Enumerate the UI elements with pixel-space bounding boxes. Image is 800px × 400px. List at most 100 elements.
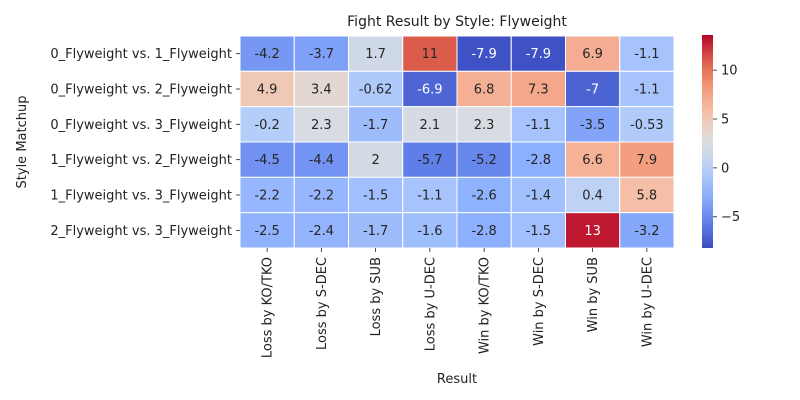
heatmap-cell [456, 212, 512, 249]
cell-label: 2.1 [420, 118, 441, 133]
cell-label: -2.8 [471, 224, 496, 239]
cell-label: 5.8 [637, 189, 658, 204]
x-tick-label: Loss by KO/TKO [261, 257, 276, 358]
heatmap-cell [510, 70, 566, 108]
cell-label: -1.6 [417, 224, 442, 239]
cell-label: -3.7 [309, 47, 334, 62]
cell-label: -0.62 [359, 83, 393, 98]
heatmap-cell [348, 212, 404, 249]
heatmap-cell [565, 212, 621, 249]
cell-label: 6.8 [474, 83, 495, 98]
heatmap-cell [402, 176, 458, 214]
colorbar: −5 0 5 10 [702, 35, 740, 248]
cell-label: -2.2 [254, 189, 279, 204]
heatmap-cell [619, 70, 675, 108]
heatmap-cell [456, 141, 512, 178]
heatmap-cell [402, 70, 458, 108]
heatmap-cell [619, 176, 675, 214]
heatmap-cell [619, 212, 675, 249]
heatmap-cell [456, 106, 512, 143]
cell-label: -1.1 [526, 118, 551, 133]
x-tick-label: Loss by SUB [369, 257, 384, 336]
cell-label: 6.9 [582, 47, 603, 62]
x-tick-label: Win by SUB [586, 257, 601, 332]
cell-label: -1.1 [417, 189, 442, 204]
heatmap-cell [348, 141, 404, 178]
cell-label: -0.53 [630, 118, 664, 133]
colorbar-tick-label: 0 [721, 161, 729, 176]
y-tick-label: 0_Flyweight vs. 3_Flyweight [50, 118, 232, 133]
cell-label: 3.4 [311, 83, 332, 98]
cell-label: -6.9 [417, 83, 442, 98]
cell-label: -7.9 [526, 47, 551, 62]
cell-label: -1.1 [634, 47, 659, 62]
cell-label: -1.1 [634, 83, 659, 98]
y-tick-label: 0_Flyweight vs. 2_Flyweight [50, 83, 232, 98]
cell-label: -2.6 [471, 189, 496, 204]
cell-label: 1.7 [365, 47, 386, 62]
heatmap-cell [239, 35, 295, 72]
heatmap-cell [293, 35, 349, 72]
cell-label: -1.7 [363, 224, 388, 239]
y-tick-label: 0_Flyweight vs. 1_Flyweight [50, 47, 232, 62]
colorbar-ticks: −5 0 5 10 [713, 64, 740, 225]
y-tick-label: 2_Flyweight vs. 3_Flyweight [50, 224, 232, 239]
cell-label: -4.5 [254, 153, 279, 168]
cell-label: 7.3 [528, 83, 549, 98]
cell-label: 7.9 [637, 153, 658, 168]
cell-label: -2.8 [526, 153, 551, 168]
y-axis-label: Style Matchup [15, 96, 30, 189]
cell-label: -1.4 [526, 189, 551, 204]
heatmap-cell [510, 35, 566, 72]
heatmap-cell [456, 176, 512, 214]
cell-label: 2 [371, 153, 379, 168]
cell-label: 2.3 [474, 118, 495, 133]
x-tick-label: Loss by U-DEC [423, 257, 438, 351]
cell-label: -5.7 [417, 153, 442, 168]
cell-label: -7.9 [471, 47, 496, 62]
heatmap-cell [348, 106, 404, 143]
cell-label: -3.2 [634, 224, 659, 239]
heatmap-cell [565, 176, 621, 214]
colorbar-tick-label: −5 [721, 210, 740, 225]
cell-label: -2.5 [254, 224, 279, 239]
colorbar-gradient [702, 35, 713, 248]
cell-label: -7 [586, 83, 599, 98]
heatmap-cell [619, 106, 675, 143]
heatmap-cell [510, 106, 566, 143]
y-axis-ticks: 0_Flyweight vs. 1_Flyweight 0_Flyweight v… [50, 47, 240, 239]
cell-label: -4.2 [254, 47, 279, 62]
heatmap-cell [565, 106, 621, 143]
x-tick-label: Win by KO/TKO [478, 257, 493, 354]
y-tick-label: 1_Flyweight vs. 3_Flyweight [50, 189, 232, 204]
x-axis-label: Result [437, 372, 477, 387]
cell-label: 2.3 [311, 118, 332, 133]
chart-title: Fight Result by Style: Flyweight [347, 14, 567, 30]
cell-label: 6.6 [582, 153, 603, 168]
cell-label: -2.2 [309, 189, 334, 204]
colorbar-tick-label: 10 [721, 64, 738, 79]
heatmap-cell [293, 106, 349, 143]
heatmap-cell [402, 106, 458, 143]
y-tick-label: 1_Flyweight vs. 2_Flyweight [50, 153, 232, 168]
heatmap-cell [565, 141, 621, 178]
cell-label: 11 [422, 47, 439, 62]
heatmap-cell [619, 35, 675, 72]
cell-label: -1.5 [526, 224, 551, 239]
cell-label: -4.4 [309, 153, 334, 168]
heatmap-cell [402, 141, 458, 178]
cell-label: -3.5 [580, 118, 605, 133]
heatmap-cell [293, 212, 349, 249]
cell-label: -5.2 [471, 153, 496, 168]
x-tick-label: Loss by S-DEC [315, 257, 330, 350]
cell-label: -2.4 [309, 224, 334, 239]
cell-label: -1.5 [363, 189, 388, 204]
colorbar-tick-label: 5 [721, 113, 729, 128]
cell-label: -1.7 [363, 118, 388, 133]
heatmap-cell [293, 70, 349, 108]
cell-label: 4.9 [257, 83, 278, 98]
heatmap-cells: -4.2 -3.7 1.7 11 -7.9 -7.9 6.9 -1.1 4.9 3.4 -0.62 -… [239, 35, 675, 249]
x-axis-ticks: Loss by KO/TKO Loss by S-DEC Loss by SUB Lo… [261, 248, 655, 358]
x-tick-label: Win by U-DEC [640, 257, 655, 347]
